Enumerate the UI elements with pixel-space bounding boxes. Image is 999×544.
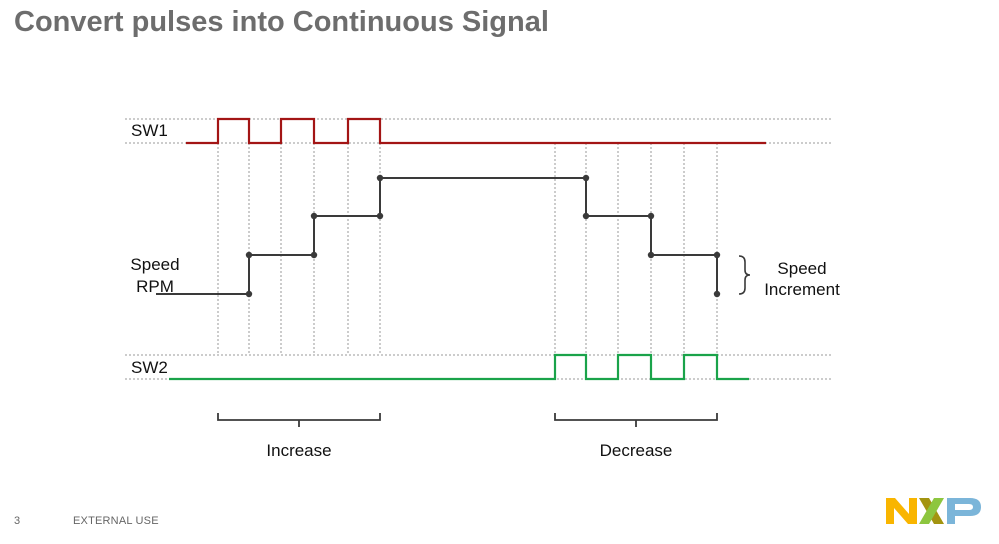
step-dot [310, 212, 318, 220]
sw1-label: SW1 [131, 121, 168, 140]
speed-label-line2: RPM [136, 277, 174, 296]
step-dot [713, 290, 721, 298]
step-dot [376, 174, 384, 182]
logo-n [886, 498, 917, 524]
nxp-logo [886, 498, 981, 524]
speed-step-dots [245, 174, 721, 298]
reference-lines [125, 118, 833, 380]
speed-label-line1: Speed [130, 255, 179, 274]
page-number: 3 [14, 515, 21, 527]
step-dot [713, 251, 721, 259]
speed-increment-label-line1: Speed [777, 259, 826, 278]
sw2-signal [169, 353, 749, 381]
step-dot [582, 212, 590, 220]
speed-rpm-signal [156, 177, 718, 295]
decrease-bracket [554, 413, 718, 427]
step-dot [376, 212, 384, 220]
step-dot [582, 174, 590, 182]
decrease-label: Decrease [600, 441, 673, 460]
increase-label: Increase [266, 441, 331, 460]
sw2-label: SW2 [131, 358, 168, 377]
step-dot [647, 251, 655, 259]
step-dot [310, 251, 318, 259]
edge-markers [217, 119, 718, 379]
step-dot [245, 251, 253, 259]
logo-x-right [919, 498, 944, 524]
logo-p [947, 498, 981, 524]
speed-increment-brace [738, 255, 751, 295]
speed-increment-label-line2: Increment [764, 280, 840, 299]
increase-bracket [217, 413, 381, 427]
sw1-signal [186, 117, 766, 145]
slide-title: Convert pulses into Continuous Signal [14, 6, 549, 38]
classification-label: EXTERNAL USE [73, 515, 159, 527]
step-dot [245, 290, 253, 298]
step-dot [647, 212, 655, 220]
